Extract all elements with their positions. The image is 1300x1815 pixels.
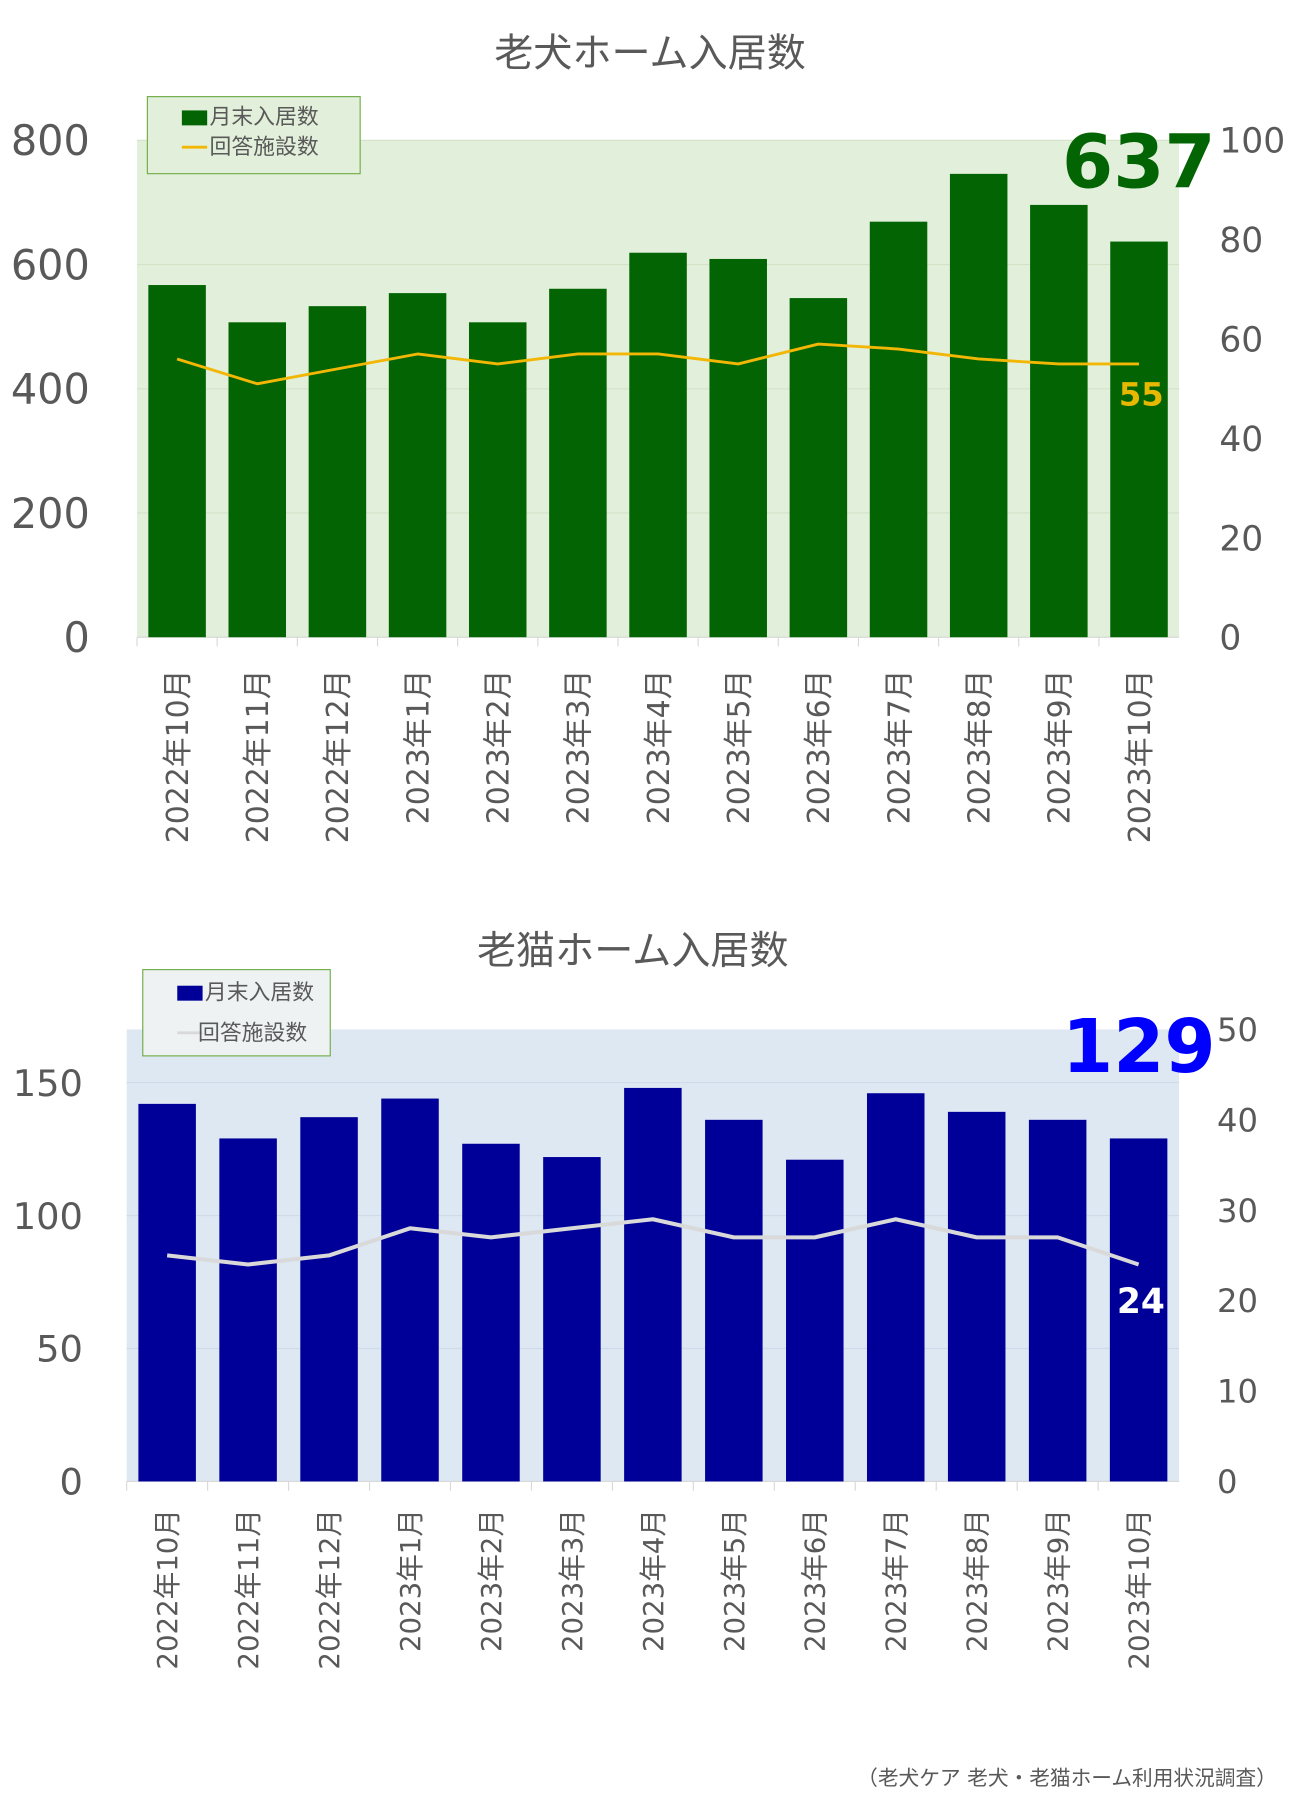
bar [1109, 1138, 1168, 1482]
y-left-tick-label: 400 [11, 366, 90, 414]
y-right-tick-label: 20 [1217, 1282, 1258, 1320]
x-tick-label: 2023年7月 [880, 1509, 913, 1652]
y-left-tick-label: 0 [60, 1461, 83, 1504]
x-tick-label: 2022年10月 [151, 1509, 184, 1670]
x-tick-label: 2023年6月 [799, 1509, 832, 1652]
bar [869, 221, 928, 638]
y-right-tick-label: 40 [1217, 1101, 1258, 1139]
line-series [176, 342, 1140, 386]
x-tick-label: 2023年2月 [475, 1509, 508, 1652]
y-right-tick-label: 60 [1219, 320, 1263, 360]
bar [381, 1098, 439, 1482]
y-right-tick-label: 100 [1219, 122, 1285, 162]
x-tick-label: 2023年8月 [961, 1509, 994, 1652]
legend-bar-swatch [181, 110, 208, 126]
x-tick-label: 2023年4月 [637, 1509, 670, 1652]
bar [219, 1138, 277, 1482]
y-right-tick-label: 80 [1219, 221, 1263, 261]
y-left-tick-label: 600 [11, 241, 90, 289]
x-tick-label: 2023年2月 [481, 669, 516, 824]
bar [1110, 241, 1168, 638]
bar [709, 258, 767, 638]
legend-line-label: 回答施設数 [198, 1021, 307, 1046]
bar [308, 306, 367, 638]
x-tick-label: 2023年10月 [1123, 1509, 1156, 1670]
y-left-tick-label: 200 [11, 490, 90, 538]
bar [138, 1103, 196, 1482]
x-tick-label: 2023年7月 [882, 669, 917, 824]
y-left-tick-label: 800 [11, 117, 90, 165]
x-tick-label: 2023年6月 [802, 669, 837, 824]
legend-box [142, 969, 331, 1057]
y-right-tick-label: 30 [1217, 1192, 1258, 1230]
bar [705, 1119, 763, 1482]
y-right-tick-label: 10 [1217, 1373, 1258, 1411]
x-tick-label: 2022年11月 [241, 669, 276, 843]
x-tick-label: 2023年3月 [556, 1509, 589, 1652]
y-left-tick-label: 50 [36, 1328, 83, 1371]
chart-title: 老犬ホーム入居数 [494, 32, 806, 77]
legend-line-label: 回答施設数 [209, 135, 318, 160]
bar [543, 1157, 601, 1482]
last-line-value-label: 55 [1119, 375, 1164, 413]
last-line-value-label: 24 [1117, 1282, 1165, 1322]
bar [1030, 204, 1088, 638]
last-bar-value-label: 129 [1062, 1005, 1216, 1090]
x-tick-label: 2023年10月 [1123, 669, 1158, 843]
x-tick-label: 2023年9月 [1042, 1509, 1075, 1652]
bar [148, 285, 206, 638]
bar [388, 293, 447, 638]
x-tick-label: 2023年5月 [718, 1509, 751, 1652]
bar [786, 1159, 844, 1482]
y-right-tick-label: 50 [1217, 1011, 1258, 1049]
bar [228, 322, 287, 638]
line-series [166, 1217, 1140, 1267]
chart-title: 老猫ホーム入居数 [477, 929, 789, 974]
bar [1028, 1119, 1087, 1482]
legend-box [146, 96, 361, 175]
legend-bar-label: 月末入居数 [205, 981, 314, 1006]
y-right-tick-label: 20 [1219, 519, 1263, 559]
y-left-tick-label: 150 [13, 1062, 83, 1105]
x-tick-label: 2022年12月 [321, 669, 356, 843]
y-left-tick-label: 100 [13, 1195, 83, 1238]
x-tick-label: 2022年10月 [161, 669, 196, 843]
x-tick-label: 2023年5月 [722, 669, 757, 824]
y-right-tick-label: 0 [1219, 619, 1241, 659]
x-tick-label: 2023年3月 [562, 669, 597, 824]
x-tick-label: 2023年1月 [401, 669, 436, 824]
x-tick-label: 2023年9月 [1043, 669, 1078, 824]
bar [789, 298, 848, 638]
y-left-tick-label: 0 [64, 614, 90, 662]
bar [866, 1093, 925, 1482]
x-tick-label: 2023年1月 [394, 1509, 427, 1652]
bar [468, 322, 527, 638]
bar [949, 173, 1008, 638]
y-right-tick-label: 0 [1217, 1463, 1237, 1501]
footer-source: （老犬ケア 老犬・老猫ホーム利用状況調査） [857, 1766, 1277, 1790]
x-tick-label: 2023年8月 [962, 669, 997, 824]
bar [624, 1087, 682, 1482]
x-tick-label: 2023年4月 [642, 669, 677, 824]
x-tick-label: 2022年12月 [313, 1509, 346, 1670]
bar [300, 1117, 358, 1482]
legend-bar-swatch [177, 985, 203, 1001]
bar [549, 288, 607, 638]
legend-bar-label: 月末入居数 [209, 105, 318, 130]
y-right-tick-label: 40 [1219, 420, 1263, 460]
bar [462, 1143, 520, 1482]
x-tick-label: 2022年11月 [232, 1509, 265, 1670]
last-bar-value-label: 637 [1062, 120, 1216, 205]
bar [947, 1111, 1006, 1482]
bar [629, 252, 687, 638]
